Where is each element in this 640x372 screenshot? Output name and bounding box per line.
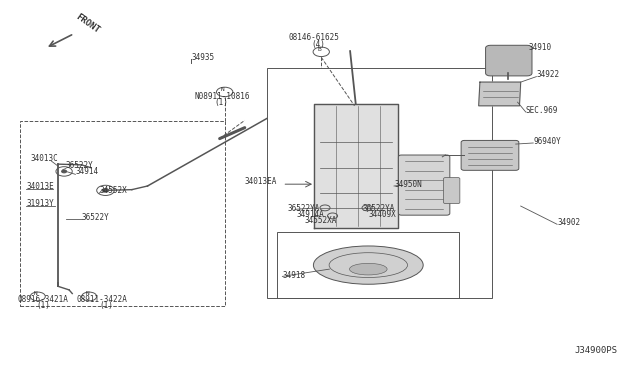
Text: 34935: 34935 bbox=[191, 53, 214, 62]
Ellipse shape bbox=[314, 246, 423, 284]
Text: N: N bbox=[220, 87, 224, 92]
Text: FRONT: FRONT bbox=[74, 12, 101, 35]
Text: 36522Y: 36522Y bbox=[82, 212, 109, 222]
Bar bbox=[267, 68, 493, 298]
Text: 34013C: 34013C bbox=[30, 154, 58, 163]
Text: 34552XA: 34552XA bbox=[305, 216, 337, 225]
Text: B: B bbox=[317, 47, 321, 52]
Text: 34910: 34910 bbox=[528, 44, 551, 52]
Text: 31913Y: 31913Y bbox=[26, 199, 54, 208]
Text: 34922: 34922 bbox=[536, 70, 559, 78]
FancyBboxPatch shape bbox=[486, 45, 532, 76]
Text: 34950N: 34950N bbox=[394, 180, 422, 189]
Text: 08911-3422A: 08911-3422A bbox=[77, 295, 127, 304]
Text: 34552X: 34552X bbox=[99, 186, 127, 195]
Text: 34914: 34914 bbox=[76, 167, 99, 176]
Text: 34013E: 34013E bbox=[26, 182, 54, 191]
Text: (1): (1) bbox=[214, 98, 228, 107]
Circle shape bbox=[61, 170, 67, 173]
FancyBboxPatch shape bbox=[461, 141, 519, 170]
Text: 36522YA: 36522YA bbox=[287, 204, 320, 213]
Bar bbox=[20, 121, 225, 305]
Polygon shape bbox=[479, 82, 521, 106]
Text: 34902: 34902 bbox=[557, 218, 580, 227]
Circle shape bbox=[102, 189, 109, 192]
Text: (1): (1) bbox=[36, 301, 51, 310]
Text: 34409X: 34409X bbox=[369, 210, 397, 219]
Text: 34013EA: 34013EA bbox=[244, 177, 277, 186]
Ellipse shape bbox=[349, 263, 387, 275]
Text: 96940Y: 96940Y bbox=[533, 137, 561, 146]
Text: SEC.969: SEC.969 bbox=[525, 106, 558, 115]
Text: (4): (4) bbox=[312, 40, 326, 49]
Text: N: N bbox=[34, 291, 38, 296]
Text: (1): (1) bbox=[99, 301, 113, 310]
Text: 34914A: 34914A bbox=[297, 210, 324, 219]
Text: J34900PS: J34900PS bbox=[575, 346, 618, 355]
Text: 36522YA: 36522YA bbox=[363, 204, 395, 213]
Polygon shape bbox=[314, 104, 398, 228]
Bar bbox=[277, 231, 460, 298]
Text: 08916-3421A: 08916-3421A bbox=[18, 295, 68, 304]
Text: 08146-61625: 08146-61625 bbox=[289, 33, 339, 42]
FancyBboxPatch shape bbox=[398, 155, 450, 215]
Text: N: N bbox=[85, 291, 89, 296]
Text: 34918: 34918 bbox=[282, 271, 305, 280]
Text: N08911-10816: N08911-10816 bbox=[195, 92, 250, 100]
FancyBboxPatch shape bbox=[444, 177, 460, 203]
Text: 36522Y: 36522Y bbox=[66, 161, 93, 170]
